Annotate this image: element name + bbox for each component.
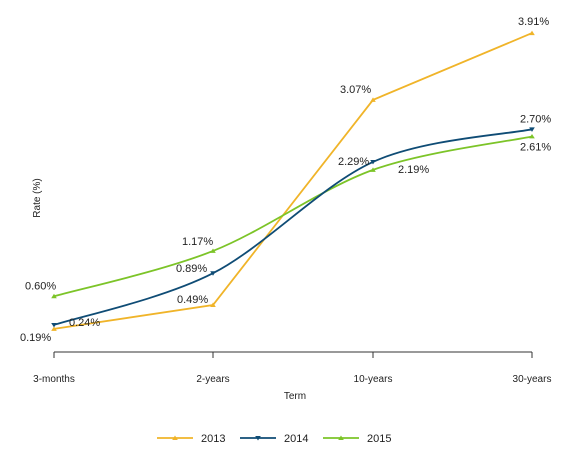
x-axis-title: Term [284, 391, 306, 402]
data-label-2013: 0.49% [177, 294, 208, 306]
data-point-2013 [370, 97, 376, 102]
legend-marker-2015 [338, 435, 344, 440]
series-lines [53, 32, 533, 330]
legend-label-2014: 2014 [284, 433, 308, 445]
legend-marker-2013 [172, 435, 178, 440]
legend-label-2015: 2015 [367, 433, 391, 445]
data-label-2015: 2.61% [520, 141, 551, 153]
data-point-2013 [51, 326, 57, 331]
data-point-2014 [370, 159, 376, 165]
data-point-2014 [529, 127, 535, 132]
data-label-2015: 2.19% [398, 164, 429, 176]
axes: 3-months 2-years 10-years 30-years [33, 351, 552, 385]
data-point-2013 [529, 30, 535, 36]
y-axis-title: Rate (%) [32, 178, 43, 217]
data-point-2015 [529, 133, 535, 139]
data-point-2014 [51, 322, 57, 328]
data-point-2015 [370, 167, 376, 172]
data-labels: 0.19% 0.49% 3.07% 3.91% 0.60% 1.17% 2.19% 2.61%… [20, 16, 551, 344]
series-markers [51, 30, 535, 331]
data-label-2014: 0.24% [69, 317, 100, 329]
data-label-2013: 3.91% [518, 16, 549, 28]
legend-marker-2014 [255, 436, 261, 441]
series-line-2013 [53, 32, 533, 330]
data-label-2015: 0.60% [25, 280, 56, 292]
data-label-2014: 0.89% [176, 263, 207, 275]
data-label-2013: 0.19% [20, 332, 51, 344]
data-point-2013 [210, 302, 216, 307]
legend: 2013 2014 2015 [157, 433, 391, 445]
data-label-2014: 2.70% [520, 113, 551, 125]
series-line-2015 [53, 135, 533, 298]
data-label-2013: 3.07% [340, 84, 371, 96]
series-line-2014 [53, 128, 533, 326]
data-label-2014: 2.29% [338, 156, 369, 168]
legend-label-2013: 2013 [201, 433, 225, 445]
x-tick-label: 3-months [33, 374, 75, 385]
data-point-2015 [51, 293, 57, 299]
data-point-2014 [210, 271, 216, 276]
x-tick-label: 2-years [196, 374, 229, 385]
data-point-2015 [210, 248, 216, 253]
x-tick-label: 30-years [513, 374, 552, 385]
data-label-2015: 1.17% [182, 236, 213, 248]
x-tick-label: 10-years [354, 374, 393, 385]
